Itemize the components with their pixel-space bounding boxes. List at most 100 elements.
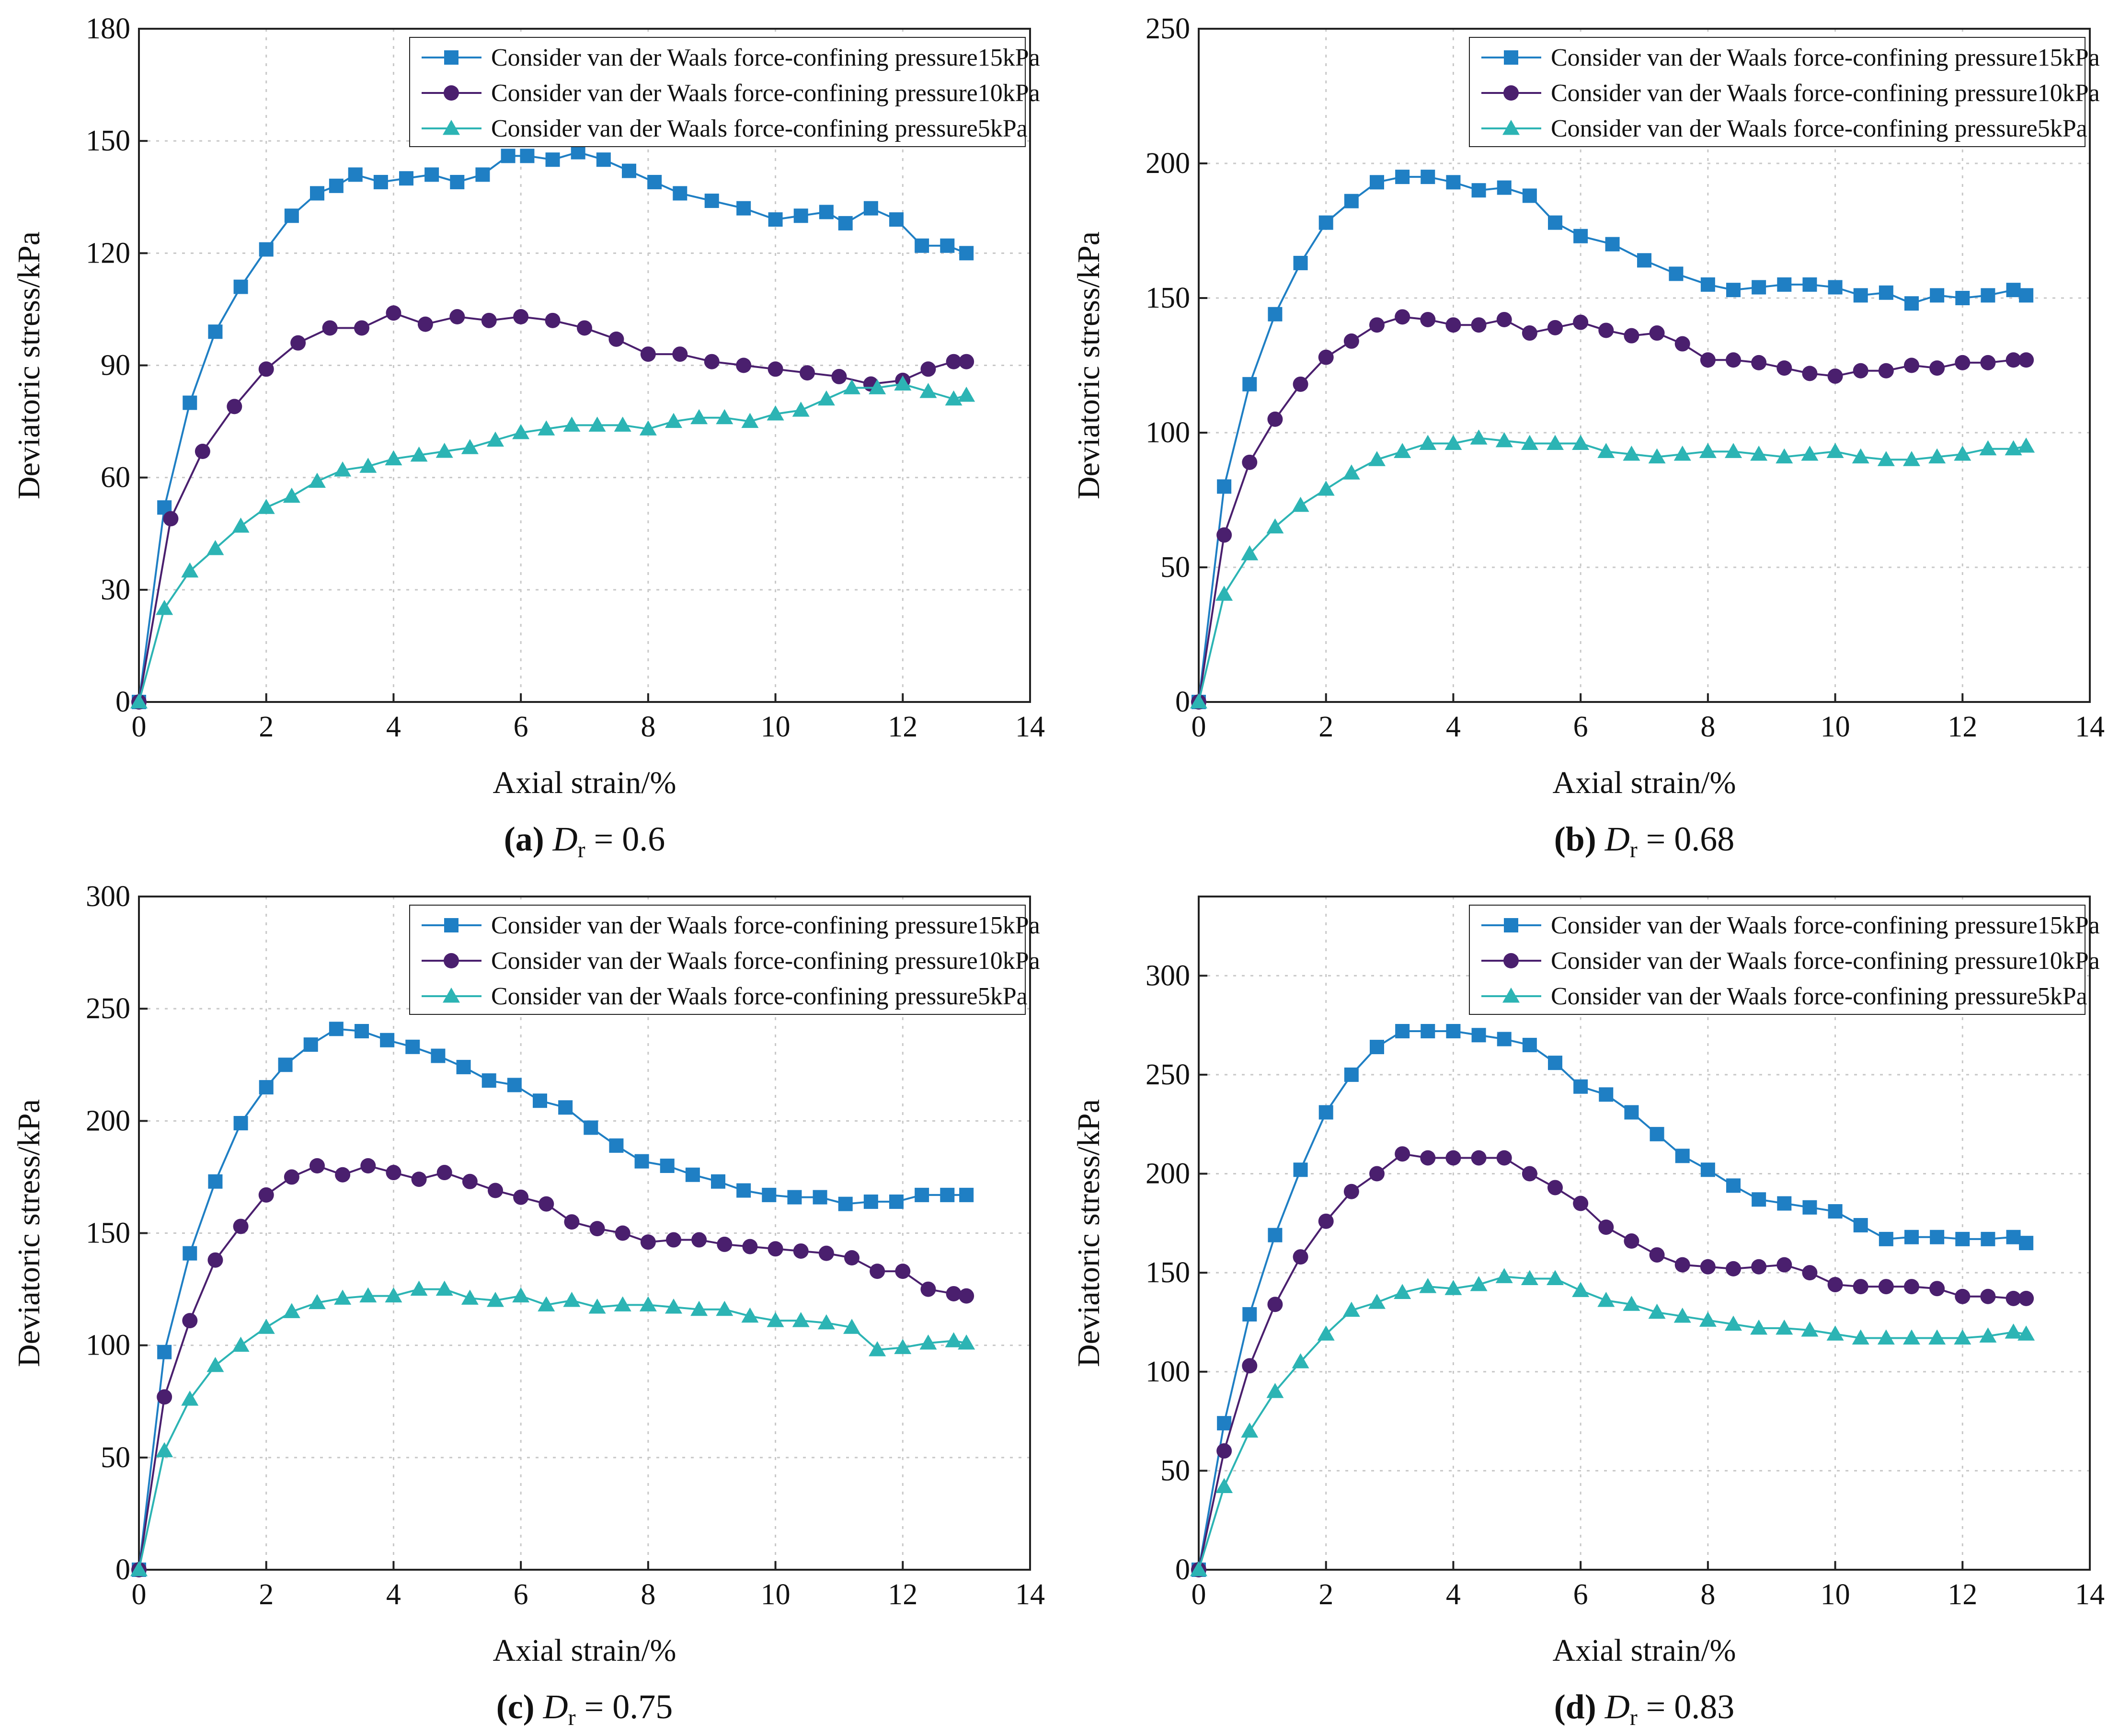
series-line: [1198, 437, 2027, 702]
legend: Consider van der Waals force-confining p…: [1469, 37, 2100, 147]
data-point-triangle: [1470, 1276, 1488, 1291]
data-point-triangle: [443, 988, 460, 1003]
data-point-square: [208, 324, 223, 339]
data-point-triangle: [461, 1289, 479, 1305]
data-point-circle: [1293, 1249, 1308, 1265]
data-point-triangle: [843, 379, 860, 394]
data-point-square: [183, 1246, 197, 1261]
x-tick-label: 10: [761, 1578, 791, 1611]
data-point-triangle: [665, 1299, 682, 1314]
x-tick-label: 12: [1948, 711, 1977, 743]
data-point-triangle: [817, 390, 835, 406]
series-15kpa: [132, 1022, 974, 1577]
data-point-triangle: [2017, 437, 2035, 453]
x-tick-label: 14: [1015, 1578, 1045, 1611]
x-tick-label: 10: [1821, 1578, 1850, 1611]
data-point-circle: [227, 399, 242, 414]
data-point-circle: [1878, 1279, 1894, 1295]
data-point-square: [507, 1078, 522, 1092]
data-point-triangle: [206, 1357, 224, 1372]
data-point-triangle: [1190, 1561, 1207, 1576]
data-point-circle: [1573, 1196, 1589, 1211]
data-point-triangle: [1903, 451, 1920, 466]
x-tick-label: 6: [1573, 711, 1588, 743]
x-tick-label: 4: [1446, 711, 1461, 743]
x-tick-label: 4: [386, 711, 401, 743]
data-point-circle: [1471, 1150, 1487, 1166]
caption-variable: D: [552, 820, 578, 858]
data-point-square: [1471, 183, 1486, 198]
data-point-circle: [539, 1196, 554, 1212]
data-point-circle: [577, 320, 592, 336]
data-point-square: [2006, 1230, 2021, 1244]
data-point-square: [660, 1159, 675, 1173]
data-point-square: [1879, 285, 1893, 300]
data-point-square: [1752, 280, 1766, 295]
data-point-square: [685, 1167, 700, 1182]
data-point-circle: [800, 365, 815, 381]
x-axis-title: Axial strain/%: [1552, 1633, 1736, 1668]
data-point-square: [1605, 237, 1620, 252]
data-point-circle: [258, 1187, 274, 1203]
data-point-circle: [1573, 314, 1589, 330]
y-axis-title: Deviatoric stress/kPa: [11, 1099, 46, 1367]
data-point-triangle: [792, 1312, 810, 1327]
data-point-triangle: [1776, 1319, 1793, 1335]
data-point-triangle: [461, 439, 479, 454]
data-point-circle: [1471, 317, 1487, 333]
data-point-square: [373, 175, 388, 190]
data-point-circle: [1751, 355, 1767, 370]
series-15kpa: [1192, 1024, 2034, 1577]
y-tick-label: 0: [115, 686, 130, 718]
data-point-triangle: [1725, 1315, 1742, 1331]
data-point-square: [915, 238, 929, 253]
data-point-circle: [589, 1221, 605, 1237]
data-point-square: [1853, 288, 1868, 303]
data-point-triangle: [1673, 445, 1691, 461]
data-point-circle: [564, 1214, 580, 1230]
data-point-circle: [1955, 355, 1971, 370]
data-point-square: [1573, 1079, 1588, 1094]
legend-label: Consider van der Waals force-confining p…: [1551, 947, 2100, 975]
legend-box: [1469, 905, 2086, 1015]
y-axis-title: Deviatoric stress/kPa: [1071, 1099, 1106, 1367]
data-point-triangle: [1502, 120, 1520, 135]
y-tick-label: 120: [86, 237, 130, 269]
data-point-circle: [666, 1232, 681, 1248]
data-point-circle: [1674, 1257, 1690, 1273]
data-point-circle: [959, 1288, 974, 1304]
legend-label: Consider van der Waals force-confining p…: [1551, 983, 2087, 1010]
data-point-circle: [444, 953, 459, 968]
caption-value: = 0.6: [585, 820, 665, 858]
data-point-square: [1981, 1231, 1995, 1246]
data-point-triangle: [2005, 1323, 2022, 1339]
data-point-square: [329, 178, 344, 193]
data-point-circle: [1853, 363, 1868, 379]
data-point-circle: [793, 1243, 809, 1259]
data-point-circle: [1496, 1150, 1512, 1166]
data-point-circle: [1522, 325, 1537, 341]
data-point-circle: [920, 1281, 936, 1297]
data-point-circle: [1751, 1259, 1767, 1275]
data-point-circle: [1904, 357, 1919, 373]
data-point-circle: [1216, 1443, 1232, 1459]
data-point-square: [1904, 296, 1919, 311]
data-point-square: [596, 152, 611, 167]
data-point-triangle: [1547, 1270, 1564, 1286]
data-point-circle: [233, 1219, 249, 1234]
data-point-circle: [1547, 1180, 1563, 1196]
data-point-triangle: [1648, 448, 1666, 464]
data-point-triangle: [1979, 440, 1997, 456]
data-point-circle: [182, 1313, 198, 1329]
series-10kpa: [131, 1158, 974, 1577]
series-5kpa: [1190, 429, 2035, 709]
data-point-square: [940, 1187, 955, 1202]
data-point-triangle: [1342, 1301, 1360, 1317]
data-point-triangle: [1317, 1325, 1335, 1341]
data-point-triangle: [1572, 435, 1590, 450]
data-point-circle: [1802, 366, 1818, 381]
data-point-circle: [1242, 454, 1258, 470]
y-tick-label: 0: [1175, 686, 1190, 718]
data-point-triangle: [741, 413, 759, 428]
data-point-triangle: [206, 540, 224, 555]
